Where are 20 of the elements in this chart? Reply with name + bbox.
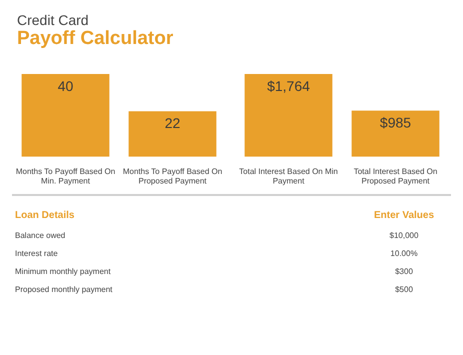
data-label: $985 bbox=[380, 114, 412, 130]
text: 10.00% bbox=[389, 248, 419, 258]
text: $300 bbox=[394, 266, 414, 276]
data-label: 40 bbox=[58, 78, 74, 94]
chart-title: Credit Card bbox=[17, 12, 90, 28]
text: Proposed monthly payment bbox=[15, 284, 112, 294]
text: Interest rate bbox=[15, 248, 58, 258]
text: $10,000 bbox=[388, 230, 420, 240]
text: Enter Values bbox=[372, 210, 436, 220]
x-tick-label: Months To Payoff Based On Min. Payment bbox=[16, 166, 116, 186]
text: Balance owed bbox=[15, 230, 66, 240]
x-tick-label: Total Interest Based On Proposed Payment bbox=[354, 166, 438, 186]
x-tick-label: Months To Payoff Based On Proposed Payment bbox=[122, 166, 222, 186]
x-tick-label: Total Interest Based On Min Payment bbox=[239, 166, 338, 186]
text: $500 bbox=[394, 284, 414, 294]
data-label: 22 bbox=[164, 115, 180, 132]
data-label: $1,764 bbox=[267, 78, 310, 94]
text: Minimum monthly payment bbox=[15, 266, 111, 276]
chart-subtitle: Payoff Calculator bbox=[17, 28, 174, 50]
text: Loan Details bbox=[15, 210, 74, 220]
